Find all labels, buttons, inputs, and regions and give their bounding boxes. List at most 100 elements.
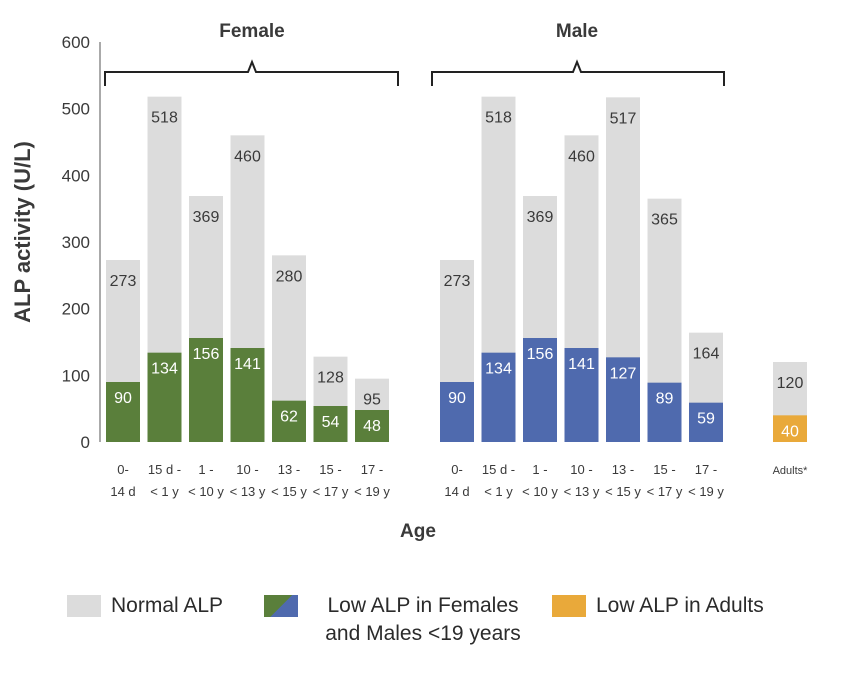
normal-value-label: 273 bbox=[110, 273, 137, 290]
y-tick-label: 300 bbox=[62, 233, 90, 252]
x-tick-label: 1 - bbox=[532, 462, 547, 477]
x-tick-label: 13 - bbox=[612, 462, 634, 477]
x-tick-label: 17 - bbox=[361, 462, 383, 477]
normal-value-label: 273 bbox=[444, 273, 471, 290]
y-tick-label: 100 bbox=[62, 366, 90, 385]
x-tick-label: 14 d bbox=[444, 484, 469, 499]
x-tick-label: Adults* bbox=[773, 465, 809, 477]
x-tick-label: 13 - bbox=[278, 462, 300, 477]
x-tick-label: 15 - bbox=[653, 462, 675, 477]
low-bar bbox=[272, 400, 306, 442]
x-tick-label: 0- bbox=[117, 462, 129, 477]
low-bar bbox=[189, 338, 223, 442]
low-bar bbox=[440, 382, 474, 442]
normal-value-label: 460 bbox=[568, 148, 595, 165]
normal-value-label: 518 bbox=[485, 110, 512, 127]
normal-value-label: 365 bbox=[651, 212, 678, 229]
low-value-label: 141 bbox=[234, 356, 261, 373]
low-value-label: 127 bbox=[610, 365, 637, 382]
low-value-label: 156 bbox=[193, 346, 220, 363]
alp-chart: 0 100 200 300 400 500 600 ALP activity (U/L) F… bbox=[10, 21, 808, 542]
x-tick-label: 15 d - bbox=[482, 462, 515, 477]
low-value-label: 89 bbox=[656, 391, 674, 408]
normal-value-label: 369 bbox=[193, 209, 220, 226]
bar-group: 273 90 518 134 369 156 460 141 280 62 128 54 95 48 bbox=[106, 96, 389, 443]
low-value-label: 48 bbox=[363, 418, 381, 435]
low-bar bbox=[606, 357, 640, 442]
low-bar bbox=[564, 348, 599, 442]
legend-item-normal: Normal ALP bbox=[67, 592, 223, 620]
x-tick-label: 0- bbox=[451, 462, 463, 477]
normal-value-label: 517 bbox=[610, 110, 637, 127]
low-bar bbox=[230, 348, 265, 442]
x-tick-label: < 1 y bbox=[484, 484, 513, 499]
x-tick-label: < 13 y bbox=[564, 484, 600, 499]
low-bar bbox=[355, 410, 389, 442]
x-tick-label: 15 - bbox=[319, 462, 341, 477]
legend-label-low-adults: Low ALP in Adults bbox=[596, 594, 764, 617]
x-tick-label: 10 - bbox=[236, 462, 258, 477]
normal-value-label: 120 bbox=[777, 375, 804, 392]
low-bar bbox=[773, 415, 807, 442]
bar-group: 273 90 518 134 369 156 460 141 517 127 365 89 164 59 bbox=[440, 96, 723, 443]
normal-value-label: 369 bbox=[527, 209, 554, 226]
y-axis: 0 100 200 300 400 500 600 bbox=[62, 33, 101, 452]
y-tick-label: 600 bbox=[62, 33, 90, 52]
low-bar bbox=[523, 338, 557, 442]
low-bar bbox=[647, 382, 682, 442]
legend-swatch-low-youth bbox=[264, 595, 298, 617]
legend-label-normal: Normal ALP bbox=[111, 594, 224, 617]
x-axis-label: Age bbox=[400, 521, 436, 542]
x-tick-label: < 15 y bbox=[271, 484, 307, 499]
x-tick-label: 17 - bbox=[695, 462, 717, 477]
legend-swatch-low-adults bbox=[552, 595, 586, 617]
x-tick-label: < 10 y bbox=[522, 484, 558, 499]
low-value-label: 62 bbox=[280, 409, 298, 426]
low-value-label: 134 bbox=[485, 361, 512, 378]
y-tick-label: 400 bbox=[62, 166, 90, 185]
low-value-label: 90 bbox=[448, 390, 466, 407]
bar-group: 120 40 bbox=[773, 362, 807, 442]
x-tick-label: < 1 y bbox=[150, 484, 179, 499]
low-bar bbox=[481, 352, 516, 442]
low-value-label: 59 bbox=[697, 411, 715, 428]
low-value-label: 141 bbox=[568, 356, 595, 373]
normal-value-label: 95 bbox=[363, 392, 381, 409]
x-tick-label: < 15 y bbox=[605, 484, 641, 499]
x-tick-label: < 10 y bbox=[188, 484, 224, 499]
low-value-label: 54 bbox=[322, 414, 340, 431]
legend-item-low-adults: Low ALP in Adults bbox=[552, 592, 764, 620]
legend: Normal ALP Low ALP in Females and Males … bbox=[0, 592, 850, 662]
normal-value-label: 128 bbox=[317, 370, 344, 387]
legend-item-low-youth: Low ALP in Females and Males <19 years bbox=[264, 592, 538, 648]
normal-value-label: 164 bbox=[693, 346, 720, 363]
x-tick-label: < 17 y bbox=[313, 484, 349, 499]
low-bar bbox=[106, 382, 140, 442]
x-tick-label: 14 d bbox=[110, 484, 135, 499]
normal-value-label: 518 bbox=[151, 110, 178, 127]
y-axis-label: ALP activity (U/L) bbox=[10, 141, 35, 323]
bars: 2739051813436915646014128062128549548273… bbox=[106, 96, 807, 443]
x-tick-labels: 0- 14 d 15 d - < 1 y 1 - < 10 y 10 - < 13 y 13 -… bbox=[110, 462, 808, 499]
y-tick-label: 500 bbox=[62, 100, 90, 119]
group-bracket bbox=[431, 59, 725, 86]
low-value-label: 90 bbox=[114, 390, 132, 407]
x-tick-label: < 19 y bbox=[354, 484, 390, 499]
x-tick-label: < 19 y bbox=[688, 484, 724, 499]
low-value-label: 40 bbox=[781, 423, 799, 440]
group-brackets: Female Male bbox=[104, 21, 725, 86]
normal-value-label: 460 bbox=[234, 148, 261, 165]
legend-swatch-normal bbox=[67, 595, 101, 617]
normal-value-label: 280 bbox=[276, 268, 303, 285]
x-tick-label: 15 d - bbox=[148, 462, 181, 477]
group-title: Male bbox=[556, 21, 598, 42]
low-bar bbox=[689, 402, 723, 442]
low-value-label: 134 bbox=[151, 361, 178, 378]
legend-label-low-youth: Low ALP in Females and Males <19 years bbox=[325, 594, 521, 645]
low-bar bbox=[147, 352, 182, 442]
group-title: Female bbox=[219, 21, 284, 42]
low-bar bbox=[313, 406, 348, 442]
y-tick-label: 200 bbox=[62, 300, 90, 319]
x-tick-label: < 13 y bbox=[230, 484, 266, 499]
x-tick-label: 10 - bbox=[570, 462, 592, 477]
